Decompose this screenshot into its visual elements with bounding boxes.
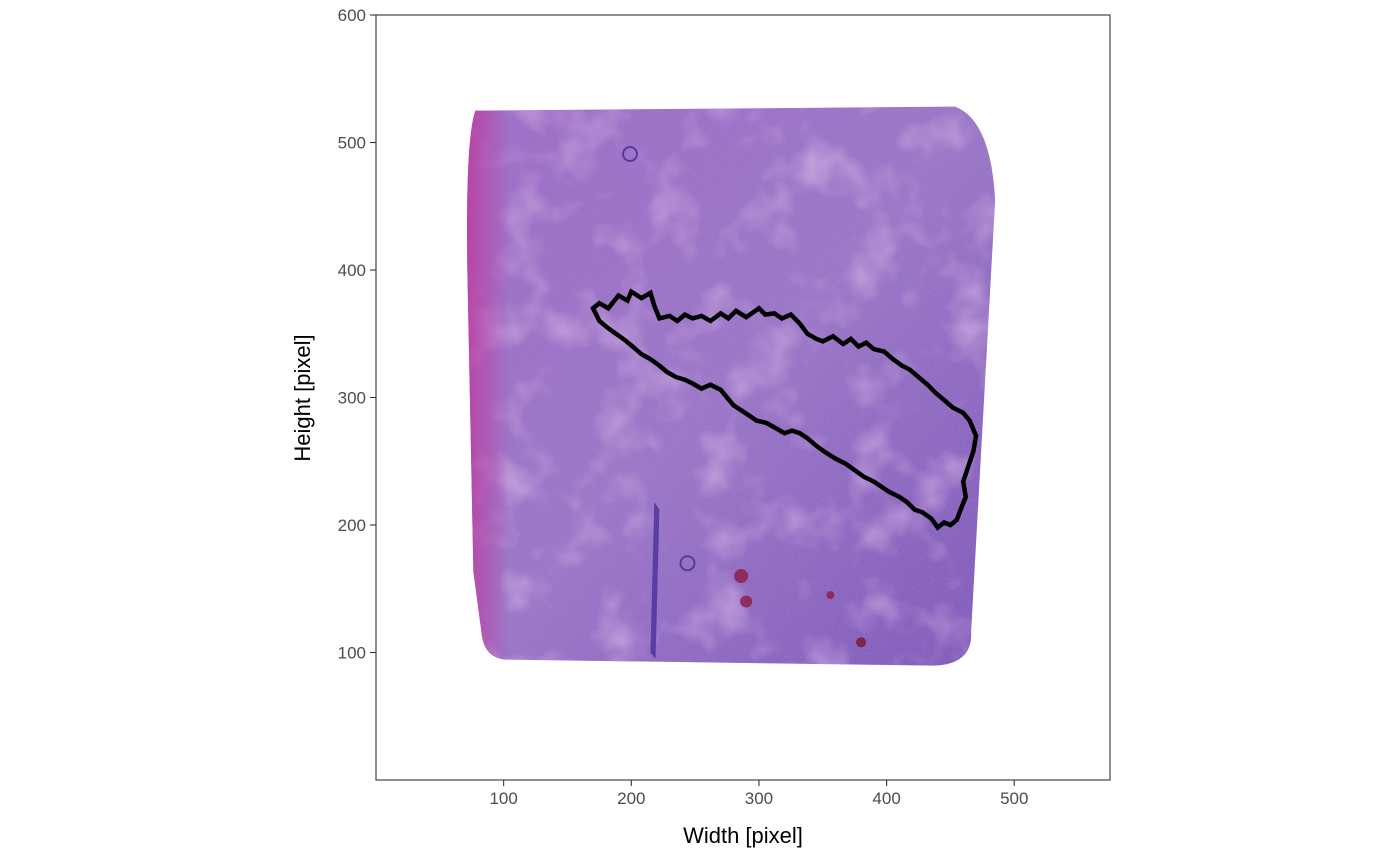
x-tick-label: 400: [872, 789, 900, 808]
x-tick-label: 300: [745, 789, 773, 808]
x-tick-label: 100: [489, 789, 517, 808]
y-tick-label: 400: [338, 261, 366, 280]
y-axis: 100 200 300 400 500 600: [338, 6, 376, 663]
region-outline: [590, 288, 979, 531]
vessel: [856, 637, 867, 648]
dark-streak: [650, 502, 660, 659]
y-axis-title: Height [pixel]: [290, 334, 315, 461]
vessel: [734, 569, 749, 583]
y-tick-label: 300: [338, 389, 366, 408]
vessel: [740, 595, 753, 608]
y-tick-label: 600: [338, 6, 366, 25]
tissue-features: [622, 145, 867, 659]
vessel: [622, 145, 639, 162]
vessel: [826, 591, 835, 600]
y-tick-label: 100: [338, 644, 366, 663]
tissue-pink-edge: [467, 106, 996, 666]
y-tick-label: 200: [338, 516, 366, 535]
y-tick-label: 500: [338, 134, 366, 153]
vessel: [679, 555, 696, 572]
x-axis-title: Width [pixel]: [683, 823, 803, 848]
x-tick-label: 200: [617, 789, 645, 808]
tissue-image: [467, 106, 996, 666]
x-axis: 100 200 300 400 500: [489, 780, 1028, 808]
x-tick-label: 500: [1000, 789, 1028, 808]
